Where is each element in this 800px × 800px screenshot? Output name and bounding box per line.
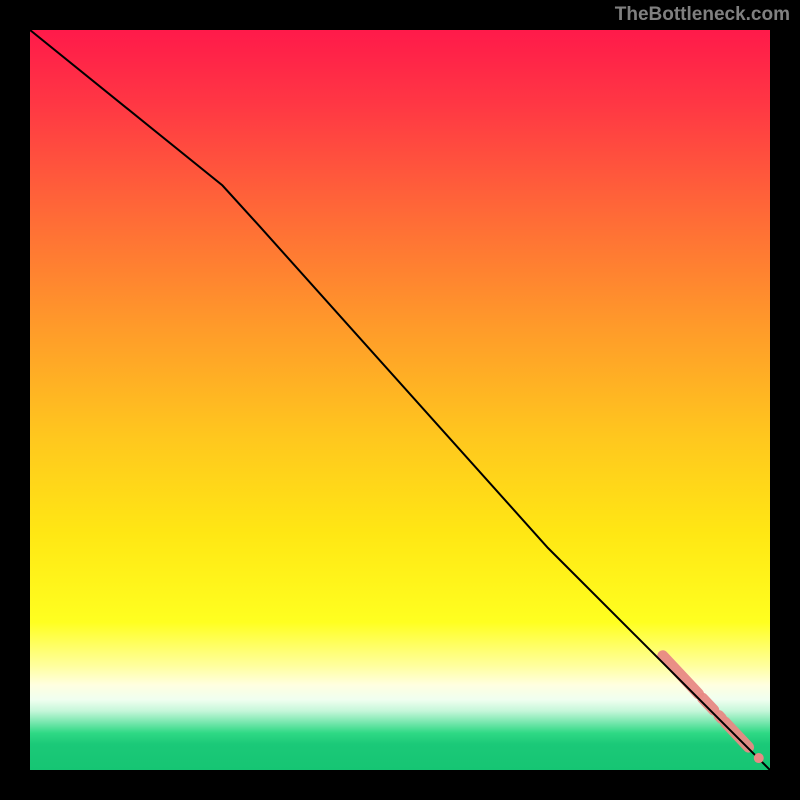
line-marker-dot (754, 753, 764, 763)
chart-svg (30, 30, 770, 770)
chart-plot-area (30, 30, 770, 770)
watermark-text: TheBottleneck.com (615, 4, 790, 26)
